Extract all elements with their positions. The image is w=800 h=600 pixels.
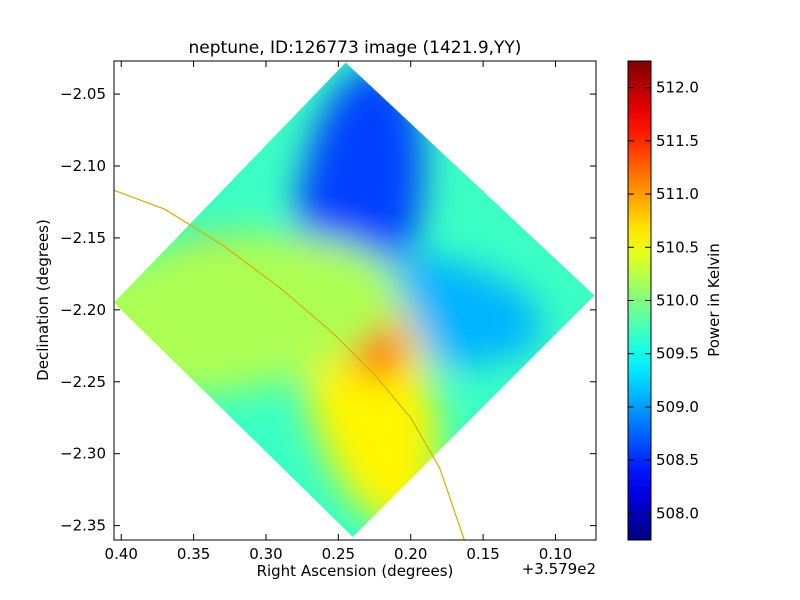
colorbar-label: Power in Kelvin — [705, 243, 723, 357]
colorbar-ticks: 508.0 508.5 509.0 509.5 510.0 510.5 511.0 511.5… — [628, 79, 699, 522]
colorbar-tick-label: 509.5 — [656, 345, 699, 363]
x-tick-label: 0.25 — [322, 545, 355, 563]
plot-frame — [113, 60, 597, 541]
chart-title: neptune, ID:126773 image (1421.9,YY) — [189, 38, 522, 58]
y-axis-ticks: −2.05 −2.10 −2.15 −2.20 −2.25 −2.30 −2.35 — [60, 85, 596, 535]
x-tick-label: 0.40 — [105, 545, 138, 563]
x-tick-label: 0.20 — [394, 545, 427, 563]
colorbar-tick-label: 510.0 — [656, 292, 699, 310]
colorbar-tick-label: 510.5 — [656, 238, 699, 256]
colorbar-tick-label: 509.0 — [656, 398, 699, 416]
x-tick-label: 0.30 — [249, 545, 282, 563]
y-tick-label: −2.35 — [60, 517, 106, 535]
x-tick-label: 0.15 — [466, 545, 499, 563]
y-tick-label: −2.25 — [60, 373, 106, 391]
colorbar: 508.0 508.5 509.0 509.5 510.0 510.5 511.0 511.5… — [627, 60, 723, 541]
colorbar-tick-label: 508.0 — [656, 504, 699, 522]
x-axis-offset: +3.579e2 — [522, 560, 596, 578]
colorbar-fill — [628, 61, 651, 540]
x-axis-label: Right Ascension (degrees) — [257, 562, 454, 580]
overlay-arc — [114, 189, 465, 540]
y-tick-label: −2.20 — [60, 301, 106, 319]
colorbar-tick-label: 511.0 — [656, 185, 699, 203]
x-axis-ticks: 0.40 0.35 0.30 0.25 0.20 0.15 0.10 — [105, 61, 572, 563]
y-tick-label: −2.10 — [60, 157, 106, 175]
colorbar-tick-label: 512.0 — [656, 79, 699, 97]
colorbar-tick-label: 508.5 — [656, 451, 699, 469]
y-tick-label: −2.05 — [60, 85, 106, 103]
x-tick-label: 0.35 — [177, 545, 210, 563]
y-tick-label: −2.15 — [60, 229, 106, 247]
colorbar-tick-label: 511.5 — [656, 132, 699, 150]
y-tick-label: −2.30 — [60, 445, 106, 463]
x-tick-label: 0.10 — [539, 545, 572, 563]
y-axis-label: Declination (degrees) — [34, 219, 52, 381]
